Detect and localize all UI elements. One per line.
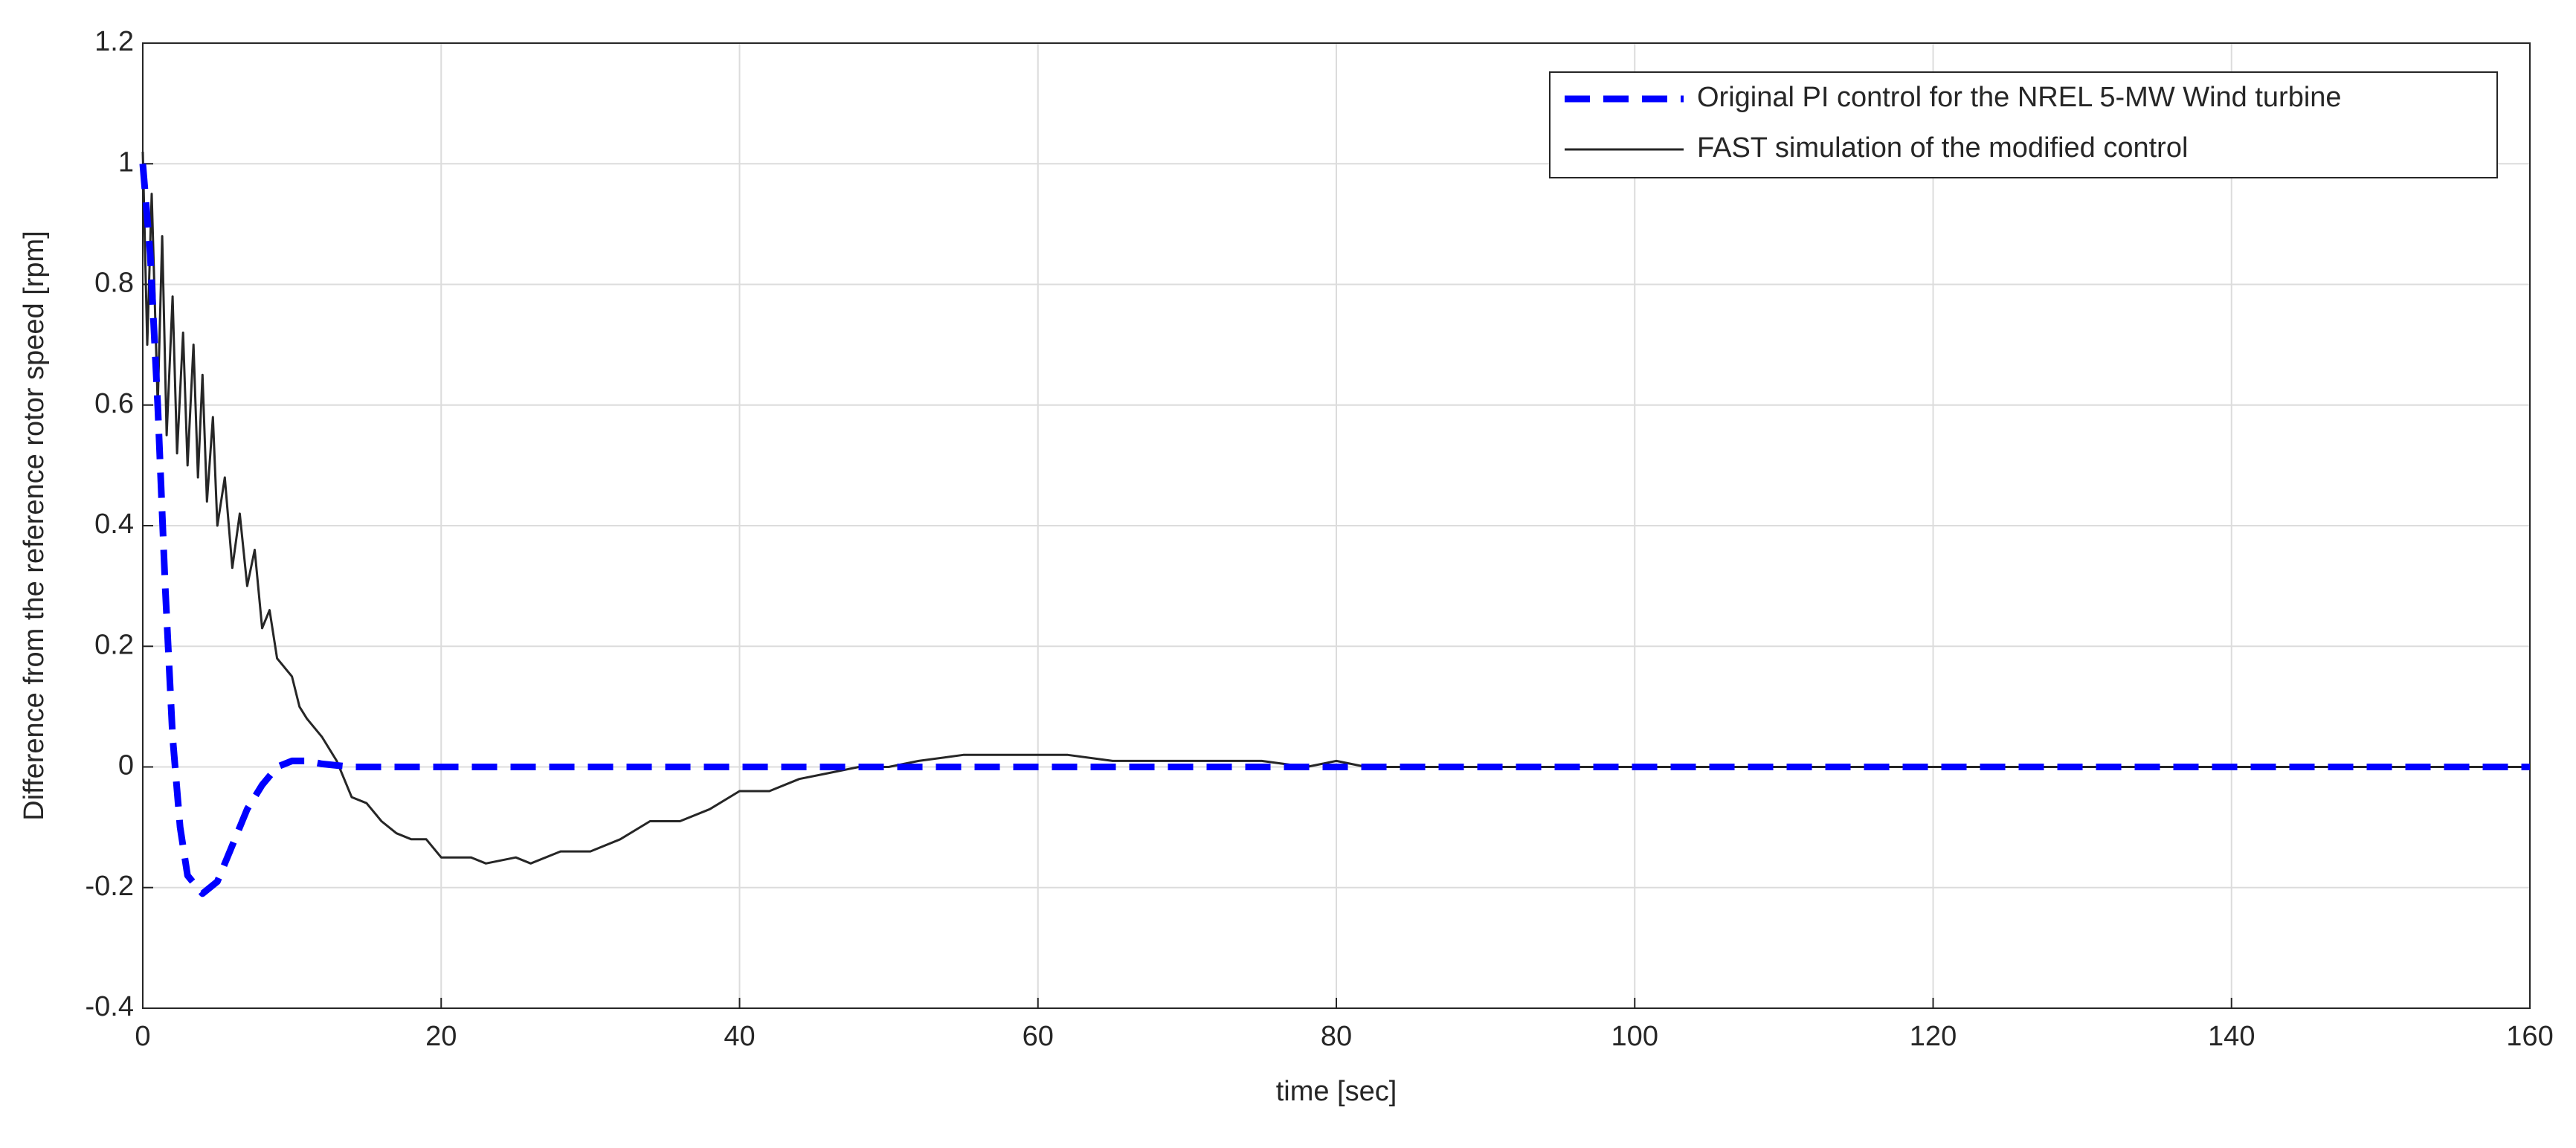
y-tick-label: 1.2 [94,26,134,57]
axes-frame [142,42,2531,1009]
legend-box [1549,71,2498,178]
x-tick-label: 80 [1321,1021,1352,1052]
x-axis-label: time [sec] [1276,1076,1397,1107]
y-tick-label: 0.8 [94,268,134,299]
y-tick-label: 0.2 [94,629,134,660]
y-tick-label: 1 [118,146,134,178]
x-tick-label: 40 [724,1021,755,1052]
x-tick-label: 100 [1611,1021,1658,1052]
y-tick-label: 0.6 [94,388,134,419]
x-tick-label: 160 [2506,1021,2553,1052]
y-tick-label: 0 [118,750,134,781]
x-tick-label: 120 [1910,1021,1957,1052]
x-tick-label: 20 [425,1021,457,1052]
x-tick-label: 0 [135,1021,150,1052]
y-axis-label: Difference from the reference rotor spee… [19,230,50,820]
line-series [141,151,2530,865]
legend-label: Original PI control for the NREL 5-MW Wi… [1697,82,2342,113]
x-tick-label: 140 [2208,1021,2255,1052]
x-tick-label: 60 [1023,1021,1054,1052]
y-tick-label: -0.2 [86,871,134,902]
y-tick-label: 0.4 [94,509,134,540]
legend-label: FAST simulation of the modified control [1697,132,2188,164]
y-tick-label: -0.4 [86,991,134,1022]
line-series [139,163,2530,897]
